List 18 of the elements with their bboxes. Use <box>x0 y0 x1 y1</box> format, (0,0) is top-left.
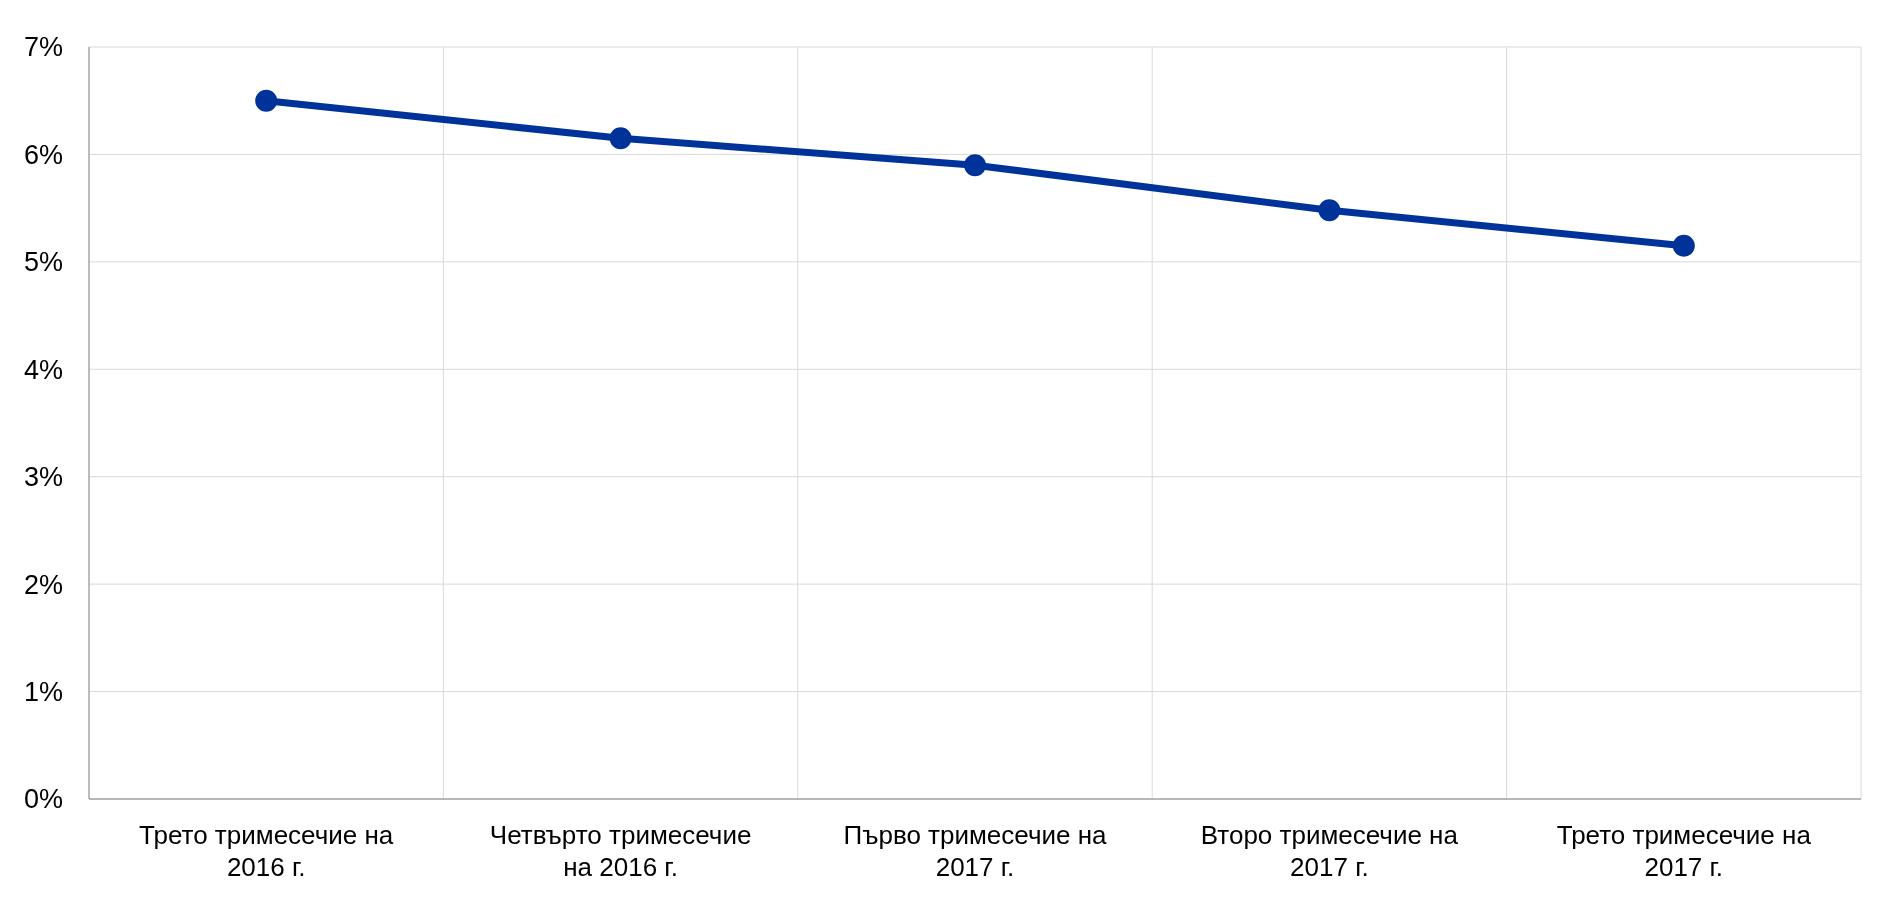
point <box>255 89 278 112</box>
y-tick-label: 0% <box>23 784 63 815</box>
y-tick-label: 7% <box>23 32 63 63</box>
x-tick-label: Трето тримесечие на 2017 г. <box>1556 820 1812 882</box>
x-tick-label: Второ тримесечие на 2017 г. <box>1200 820 1459 882</box>
y-tick-label: 4% <box>23 354 63 385</box>
y-tick-label: 5% <box>23 247 63 278</box>
x-tick-label: Трето тримесечие на 2016 г. <box>139 820 394 882</box>
x-tick-label: Първо тримесечие на 2017 г. <box>843 820 1108 882</box>
x-tick-label: Четвърто тримесечие на 2016 г. <box>489 820 752 882</box>
point <box>964 154 986 177</box>
point <box>1318 199 1341 222</box>
y-tick-label: 1% <box>23 677 63 708</box>
y-tick-label: 3% <box>23 462 63 493</box>
point <box>609 127 632 150</box>
point <box>1672 234 1695 257</box>
y-tick-label: 2% <box>23 569 63 600</box>
y-tick-label: 6% <box>23 139 63 170</box>
